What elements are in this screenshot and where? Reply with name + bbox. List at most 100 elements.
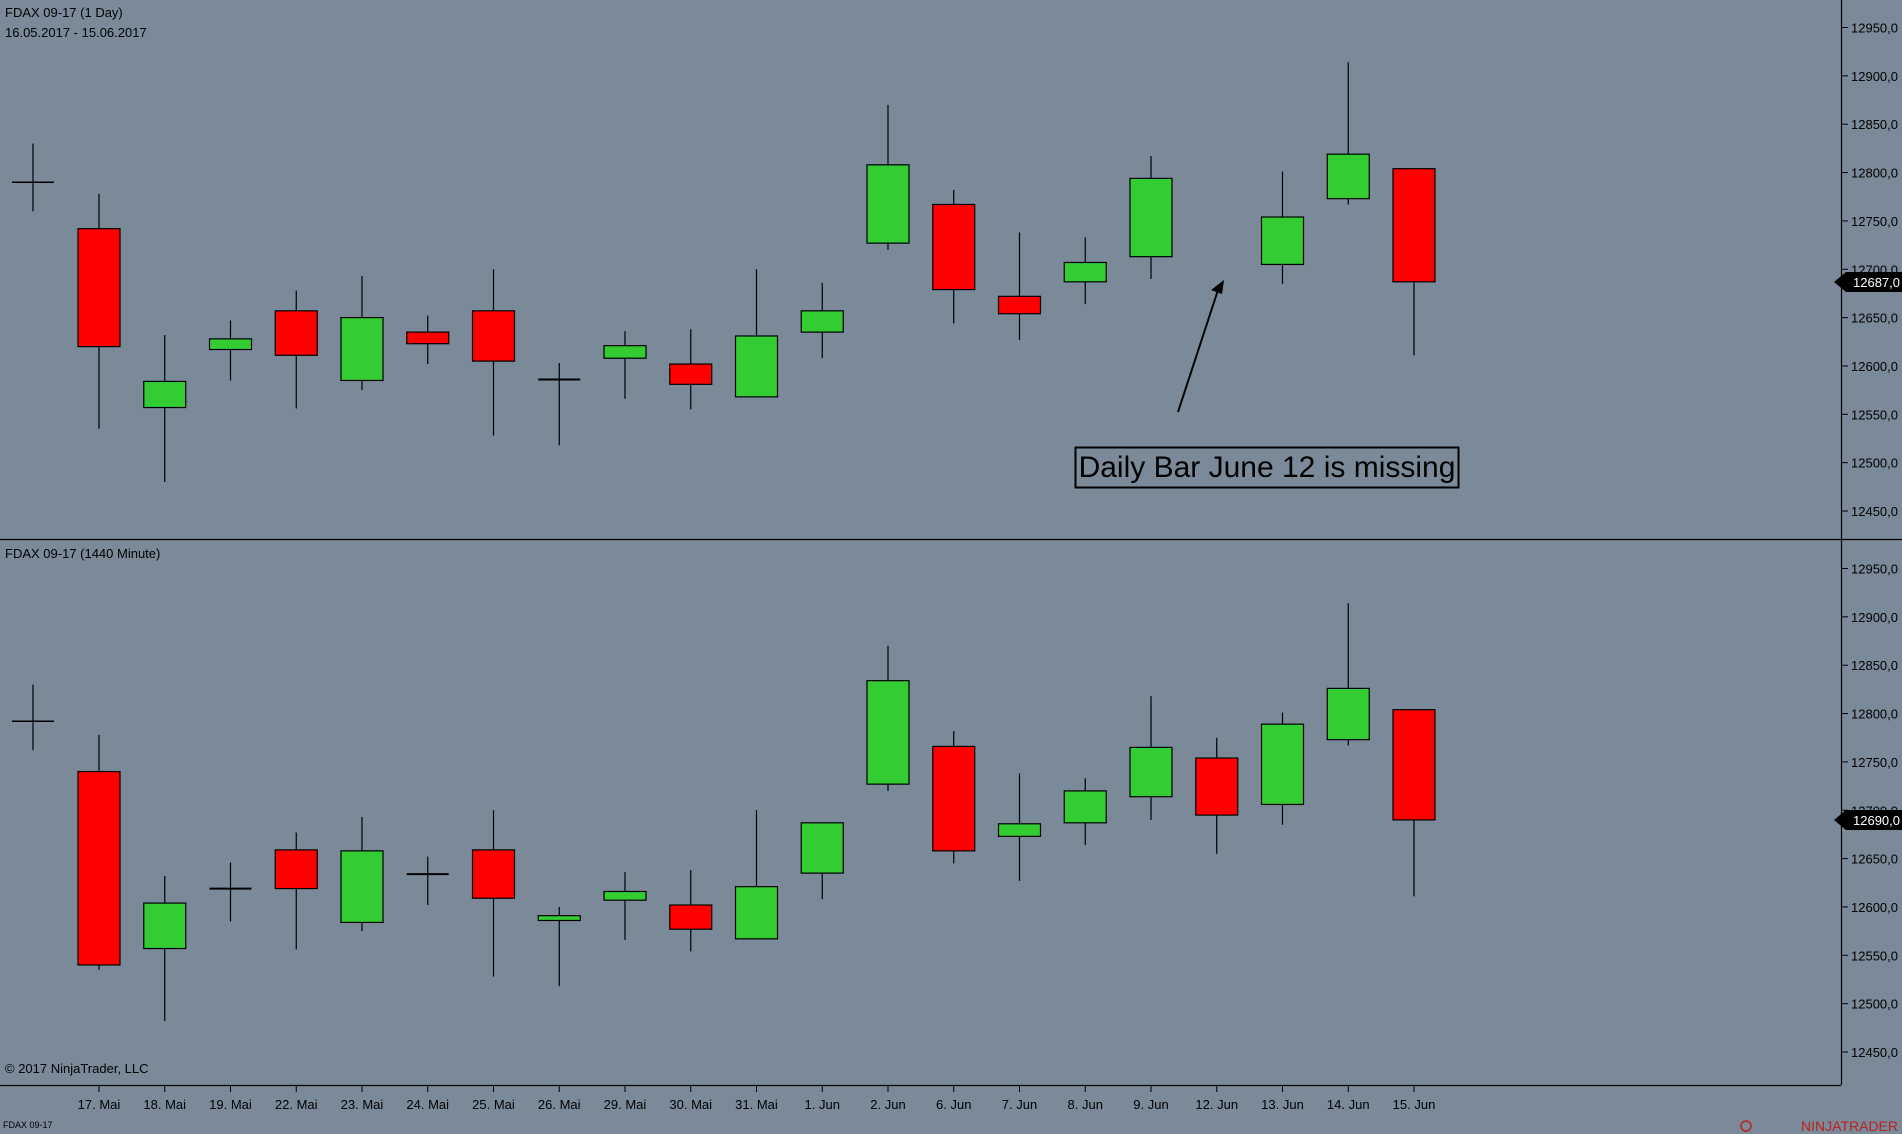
candle-body-down <box>932 745 976 852</box>
time-tick-label: 23. Mai <box>341 1097 384 1112</box>
candle-body-up <box>143 380 187 409</box>
price-tick-label: 12900,0 <box>1851 610 1898 625</box>
candle-body-up <box>340 317 384 382</box>
time-tick-label: 17. Mai <box>78 1097 121 1112</box>
candle-body-up <box>1326 153 1370 200</box>
time-tick-label: 13. Jun <box>1261 1097 1304 1112</box>
price-tick-label: 12450,0 <box>1851 504 1898 519</box>
time-tick-label: 15. Jun <box>1393 1097 1436 1112</box>
annotation-arrow-shaft <box>1177 289 1219 413</box>
time-tick-label: 12. Jun <box>1195 1097 1238 1112</box>
candle-body-down <box>1392 168 1436 283</box>
candle-body-up <box>1129 746 1173 798</box>
time-tick-label: 14. Jun <box>1327 1097 1370 1112</box>
candle-body-up <box>208 338 253 351</box>
time-tick-label: 25. Mai <box>472 1097 515 1112</box>
candle-body-up <box>603 345 647 359</box>
candle-body-up <box>340 850 384 924</box>
price-tick-label: 12850,0 <box>1851 117 1898 132</box>
price-tick-label: 12450,0 <box>1851 1045 1898 1060</box>
copyright-text: © 2017 NinjaTrader, LLC <box>5 1061 149 1076</box>
candle-body-down <box>669 904 713 930</box>
candle-body-up <box>1063 790 1107 824</box>
candle-body-up <box>1260 216 1305 266</box>
time-tick-label: 24. Mai <box>406 1097 449 1112</box>
bottom-last-price-label: 12690,0 <box>1853 813 1900 828</box>
time-tick-label: 2. Jun <box>870 1097 905 1112</box>
time-tick-label: 6. Jun <box>936 1097 971 1112</box>
candle-body-up <box>734 335 779 398</box>
price-tick-label: 12650,0 <box>1851 311 1898 326</box>
candle-body-up <box>603 890 647 901</box>
price-tick-label: 12500,0 <box>1851 997 1898 1012</box>
price-tick-label: 12550,0 <box>1851 948 1898 963</box>
price-tick-label: 12800,0 <box>1851 707 1898 722</box>
top-panel: FDAX 09-17 (1 Day) 16.05.2017 - 15.06.20… <box>0 5 1902 541</box>
time-tick-label: 9. Jun <box>1133 1097 1168 1112</box>
candle-body-down <box>1392 709 1436 821</box>
logo-icon <box>1740 1120 1752 1132</box>
candle-body-down <box>274 310 318 356</box>
price-tick-label: 12850,0 <box>1851 658 1898 673</box>
candle-body-up <box>800 310 844 333</box>
price-tick-label: 12750,0 <box>1851 214 1898 229</box>
candle-body-up <box>866 164 910 244</box>
candle-body-down <box>669 363 713 385</box>
bottom-panel-title: FDAX 09-17 (1440 Minute) <box>5 546 160 561</box>
time-tick-label: 18. Mai <box>143 1097 186 1112</box>
logo-text: NINJATRADER <box>1801 1118 1898 1134</box>
price-tick-label: 12600,0 <box>1851 359 1898 374</box>
time-tick-label: 8. Jun <box>1068 1097 1103 1112</box>
annotation-arrow-head <box>1211 280 1224 294</box>
candle-body-up <box>866 680 910 785</box>
time-tick-label: 7. Jun <box>1002 1097 1037 1112</box>
time-tick-label: 19. Mai <box>209 1097 252 1112</box>
price-tick-label: 12950,0 <box>1851 562 1898 577</box>
time-tick-label: 26. Mai <box>538 1097 581 1112</box>
time-tick-label: 30. Mai <box>669 1097 712 1112</box>
top-panel-date-range: 16.05.2017 - 15.06.2017 <box>5 25 147 40</box>
candle-body-down <box>274 849 318 890</box>
annotation-box <box>1074 446 1460 489</box>
candle-body-down <box>932 203 976 291</box>
top-price-axis: 12450,012500,012550,012600,012650,012700… <box>1841 21 1898 519</box>
bottom-candles <box>12 603 1436 1022</box>
candle-body-up <box>1326 687 1370 741</box>
price-tick-label: 12600,0 <box>1851 900 1898 915</box>
price-tick-label: 12950,0 <box>1851 21 1898 36</box>
time-tick-label: 29. Mai <box>604 1097 647 1112</box>
candle-body-down <box>77 228 121 348</box>
candle-body-down <box>1195 757 1239 816</box>
annotation-text: Daily Bar June 12 is missing <box>1079 451 1456 484</box>
top-panel-title: FDAX 09-17 (1 Day) <box>5 5 123 20</box>
candle-body-up <box>1063 261 1107 283</box>
candle-body-down <box>406 331 450 345</box>
candle-body-up <box>1129 177 1173 258</box>
bottom-last-price-tag <box>1834 810 1902 830</box>
candle-body-down <box>471 310 516 362</box>
price-tick-label: 12650,0 <box>1851 852 1898 867</box>
candle-body-down <box>997 295 1042 315</box>
price-tick-label: 12800,0 <box>1851 166 1898 181</box>
time-tick-label: 31. Mai <box>735 1097 778 1112</box>
time-tick-label: 22. Mai <box>275 1097 318 1112</box>
candle-body-up <box>143 902 187 950</box>
time-axis: 17. Mai 18. Mai 19. Mai 22. Mai 23. Mai 24. M… <box>78 1085 1436 1112</box>
candle-body-up <box>734 886 779 940</box>
time-tick-label: 1. Jun <box>805 1097 840 1112</box>
candle-body-up <box>1260 723 1305 806</box>
candle-body-up <box>800 822 844 874</box>
top-last-price-tag <box>1834 272 1902 292</box>
candle-body-down <box>77 770 121 966</box>
price-tick-label: 12550,0 <box>1851 407 1898 422</box>
bottom-panel: FDAX 09-17 (1440 Minute) 12450,0 12500,0 1… <box>5 546 1902 1076</box>
candle-body-down <box>471 849 516 899</box>
price-tick-label: 12750,0 <box>1851 755 1898 770</box>
candle-body-up <box>997 823 1042 837</box>
top-candles <box>12 62 1436 482</box>
price-tick-label: 12500,0 <box>1851 456 1898 471</box>
candle-body-up <box>537 915 581 922</box>
footer-instrument: FDAX 09-17 <box>3 1120 53 1130</box>
